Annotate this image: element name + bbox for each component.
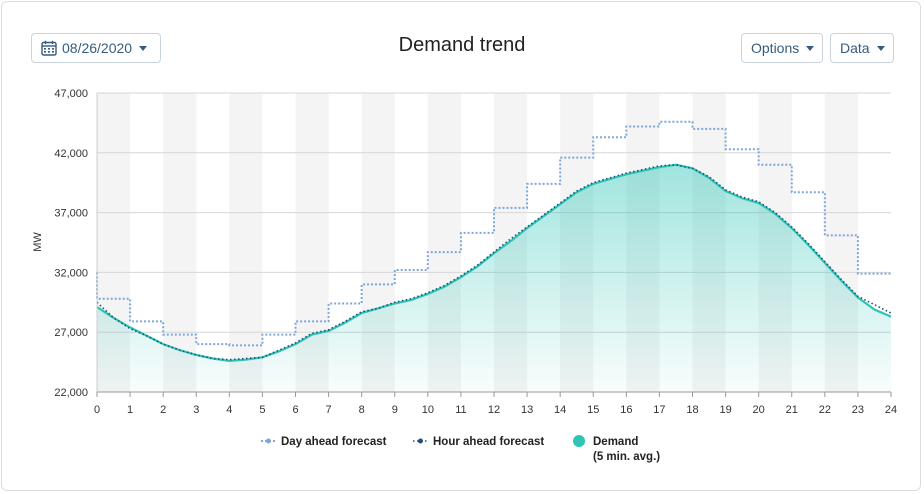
- date-label: 08/26/2020: [62, 40, 133, 56]
- legend-day-ahead-marker: [266, 438, 271, 444]
- chevron-down-icon: [806, 45, 815, 51]
- series-lines: [96, 120, 892, 363]
- x-tick-label: 15: [587, 404, 599, 416]
- x-tick-label: 17: [653, 404, 665, 416]
- x-tick-label: 24: [885, 404, 897, 416]
- x-tick-label: 7: [326, 404, 332, 416]
- chevron-down-icon: [139, 45, 148, 51]
- x-tick-label: 14: [554, 404, 566, 416]
- legend-demand-marker: [573, 435, 585, 447]
- day-ahead-forecast-line: [96, 120, 891, 347]
- y-tick-label: 27,000: [54, 327, 88, 339]
- x-tick-label: 18: [686, 404, 698, 416]
- data-dropdown-button[interactable]: Data: [830, 33, 894, 63]
- x-tick-label: 1: [127, 404, 133, 416]
- x-tick-label: 0: [94, 404, 100, 416]
- demand-area: [97, 164, 891, 392]
- chevron-down-icon: [876, 45, 885, 51]
- y-tick-label: 37,000: [54, 208, 88, 220]
- x-tick-label: 19: [719, 404, 731, 416]
- x-tick-label: 23: [852, 404, 864, 416]
- x-tick-label: 20: [753, 404, 765, 416]
- chart-title: Demand trend: [398, 34, 526, 56]
- date-picker-button[interactable]: 08/26/2020: [31, 33, 161, 63]
- options-dropdown-button[interactable]: Options: [741, 33, 823, 63]
- y-tick-label: 32,000: [54, 267, 88, 279]
- y-tick-label: 47,000: [54, 88, 88, 100]
- legend-demand-subtitle: (5 min. avg.): [593, 451, 660, 463]
- demand-area-fill: [97, 164, 891, 392]
- x-tick-label: 8: [359, 404, 365, 416]
- x-tick-label: 12: [488, 404, 500, 416]
- x-tick-label: 22: [819, 404, 831, 416]
- legend: Day ahead forecast Hour ahead forecast Dem…: [261, 435, 660, 463]
- legend-demand-label: Demand: [593, 436, 638, 448]
- x-tick-label: 11: [455, 404, 466, 416]
- data-label: Data: [840, 40, 870, 56]
- x-tick-label: 4: [226, 404, 232, 416]
- hour-ahead-forecast-line: [96, 163, 892, 361]
- y-tick-label: 42,000: [54, 148, 88, 160]
- x-tick-label: 21: [786, 404, 798, 416]
- legend-hour-ahead-label: Hour ahead forecast: [433, 436, 544, 448]
- x-tick-label: 9: [392, 404, 398, 416]
- x-tick-label: 6: [292, 404, 298, 416]
- x-tick-label: 3: [193, 404, 199, 416]
- demand-line: [96, 163, 892, 363]
- hour-band: [229, 93, 263, 392]
- legend-hour-ahead-marker: [418, 438, 423, 444]
- options-label: Options: [751, 40, 800, 56]
- legend-day-ahead-label: Day ahead forecast: [281, 436, 387, 448]
- x-tick-label: 10: [422, 404, 434, 416]
- x-tick-label: 16: [620, 404, 632, 416]
- x-tick-label: 13: [521, 404, 533, 416]
- x-tick-label: 5: [259, 404, 265, 416]
- hour-band: [163, 93, 197, 392]
- calendar-icon: [41, 40, 57, 56]
- x-tick-label: 2: [160, 404, 166, 416]
- y-tick-label: 22,000: [54, 387, 88, 399]
- y-axis-label: MW: [32, 232, 44, 252]
